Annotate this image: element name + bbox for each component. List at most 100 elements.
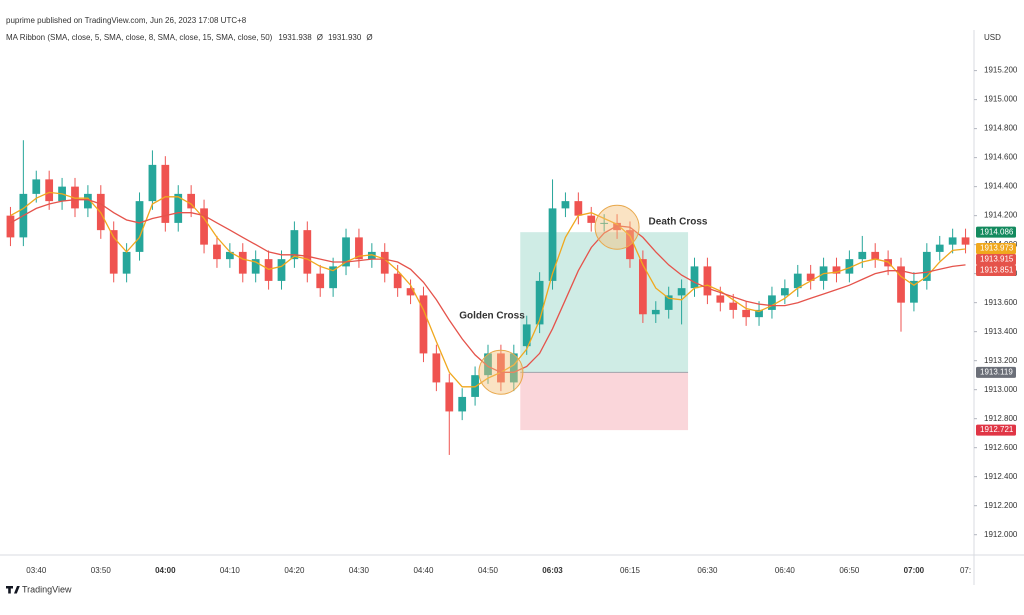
footer-text: TradingView (22, 584, 72, 594)
candle-body (910, 280, 918, 303)
candle-body (32, 179, 41, 194)
candle-body (174, 193, 183, 223)
candle-body (187, 193, 196, 209)
price-tag-label: 1912.721 (980, 425, 1014, 434)
candle-body (729, 302, 738, 310)
x-tick-label: 04:20 (284, 566, 305, 575)
candle-body (509, 353, 518, 383)
x-tick-label: 06:40 (775, 566, 796, 575)
ma-line (10, 199, 966, 373)
x-tick-label: 07:00 (904, 566, 925, 575)
indicator-legend: MA Ribbon (SMA, close, 5, SMA, close, 8,… (6, 33, 273, 42)
price-tag-label: 1913.851 (980, 266, 1014, 275)
price-tag-label: 1913.915 (980, 255, 1014, 264)
header-text: puprime published on TradingView.com, Ju… (6, 16, 247, 25)
candle-body (458, 396, 467, 412)
candle-body (871, 251, 880, 260)
x-tick-label: 04:40 (413, 566, 434, 575)
x-tick-label: 06:30 (697, 566, 718, 575)
candle-body (716, 295, 725, 303)
candle-body (639, 259, 647, 315)
indicator-value: Ø (366, 33, 372, 42)
candle-body (200, 208, 208, 245)
candle-body (780, 288, 789, 296)
y-tick-label: 1913.400 (984, 327, 1018, 336)
y-tick-label: 1913.200 (984, 356, 1018, 365)
price-tag (976, 265, 1016, 277)
candle-body (664, 295, 673, 310)
y-tick-label: 1913.000 (984, 385, 1018, 394)
candle-body (393, 273, 402, 289)
candle-body (432, 353, 441, 383)
x-tick-label: 04:00 (155, 566, 176, 575)
price-tag (976, 424, 1016, 436)
candle-body (806, 273, 815, 281)
x-tick-label: 06:15 (620, 566, 641, 575)
x-tick-label: 03:50 (91, 566, 112, 575)
candle-body (406, 288, 415, 296)
y-tick-label: 1914.400 (984, 182, 1018, 191)
x-tick-label: 04:10 (220, 566, 241, 575)
candle-body (380, 251, 389, 274)
ma-line (10, 191, 966, 388)
y-tick-label: 1912.600 (984, 443, 1018, 452)
candle-body (135, 201, 144, 252)
candle-body (355, 237, 363, 260)
x-tick-label: 03:40 (26, 566, 47, 575)
y-tick-label: 1914.200 (984, 211, 1018, 220)
candle-body (225, 251, 234, 260)
y-tick-label: 1914.600 (984, 153, 1018, 162)
price-tag-label: 1913.973 (980, 244, 1014, 253)
x-tick-label: 04:50 (478, 566, 499, 575)
indicator-value: 1931.930 (328, 33, 362, 42)
candle-body (522, 324, 531, 347)
price-tag-label: 1913.119 (980, 368, 1013, 377)
cross-marker (478, 349, 524, 395)
candle-body (251, 259, 260, 274)
x-tick-label: 06:50 (839, 566, 860, 575)
candle-body (703, 266, 712, 296)
unit-label: USD (984, 33, 1001, 42)
candle-body (677, 288, 686, 296)
candle-body (651, 309, 660, 315)
candle-body (587, 215, 596, 223)
candle-body (148, 164, 157, 202)
annotation: Golden Cross (459, 311, 525, 322)
candle-body (6, 215, 15, 238)
candle-body (213, 244, 221, 260)
candle-body (264, 259, 273, 281)
candle-body (367, 251, 376, 260)
candle-body (948, 237, 957, 245)
candle-body (897, 266, 905, 303)
cross-marker (594, 204, 640, 250)
candle-body (755, 309, 763, 318)
loss-zone (520, 372, 689, 431)
y-tick-label: 1912.400 (984, 472, 1018, 481)
candle-body (277, 259, 286, 281)
price-tag (976, 254, 1016, 266)
candle-body (84, 193, 92, 209)
candle-body (497, 353, 505, 383)
candle-body (329, 266, 337, 289)
candle-body (109, 230, 118, 274)
candle-body (690, 266, 699, 289)
candle-body (303, 230, 312, 274)
candle-body (561, 201, 570, 209)
candle-body (548, 208, 557, 281)
candle-body (793, 273, 802, 289)
footer-logo (6, 586, 20, 594)
candle-body (574, 201, 583, 216)
candle-body (535, 280, 544, 325)
y-tick-label: 1912.800 (984, 414, 1018, 423)
indicator-value: Ø (317, 33, 323, 42)
candle-body (419, 295, 428, 354)
candle-body (935, 244, 944, 252)
y-tick-label: 1913.600 (984, 298, 1018, 307)
x-tick-label: 07: (960, 566, 971, 575)
y-tick-label: 1915.000 (984, 95, 1018, 104)
candle-body (71, 186, 79, 209)
price-tag-label: 1914.086 (980, 227, 1014, 236)
candle-body (445, 382, 454, 412)
